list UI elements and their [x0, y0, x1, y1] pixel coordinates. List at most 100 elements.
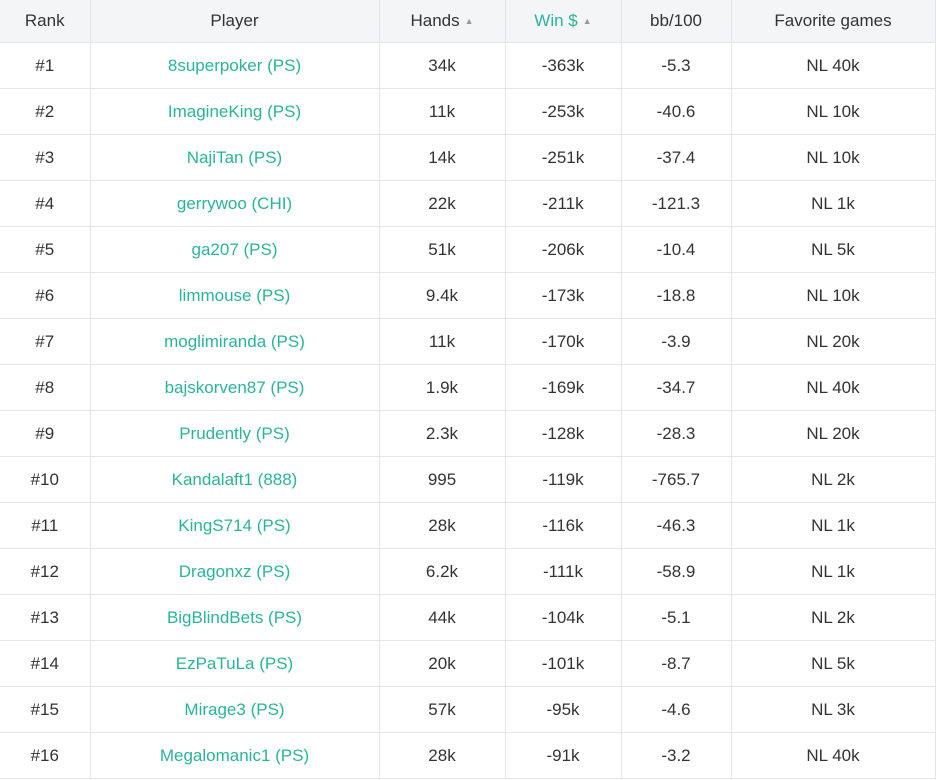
hands-cell: 11k	[379, 88, 506, 135]
table-row: #10 Kandalaft1 (888) 995 -119k -765.7 NL 2k	[0, 456, 936, 503]
win-cell: -363k	[505, 42, 622, 89]
player-link[interactable]: gerrywoo (CHI)	[90, 180, 380, 227]
column-header-rank[interactable]: Rank	[0, 0, 91, 43]
hands-cell: 20k	[379, 640, 506, 687]
player-name[interactable]: KingS714 (PS)	[178, 515, 291, 535]
player-link[interactable]: KingS714 (PS)	[90, 502, 380, 549]
player-name[interactable]: ga207 (PS)	[191, 239, 278, 259]
hands-cell: 28k	[379, 502, 506, 549]
player-link[interactable]: EzPaTuLa (PS)	[90, 640, 380, 687]
player-name[interactable]: BigBlindBets (PS)	[166, 607, 303, 627]
win-cell: -253k	[505, 88, 622, 135]
table-row: #8 bajskorven87 (PS) 1.9k -169k -34.7 NL 40k	[0, 364, 936, 411]
rank-cell: #11	[0, 502, 91, 549]
table-row: #15 Mirage3 (PS) 57k -95k -4.6 NL 3k	[0, 686, 936, 733]
hands-cell: 22k	[379, 180, 506, 227]
player-name[interactable]: bajskorven87 (PS)	[164, 377, 305, 397]
player-link[interactable]: Megalomanic1 (PS)	[90, 732, 380, 779]
player-link[interactable]: bajskorven87 (PS)	[90, 364, 380, 411]
player-name[interactable]: Megalomanic1 (PS)	[159, 745, 310, 765]
player-link[interactable]: 8superpoker (PS)	[90, 42, 380, 89]
player-link[interactable]: moglimiranda (PS)	[90, 318, 380, 365]
column-header-hands[interactable]: Hands ▲	[379, 0, 506, 43]
player-link[interactable]: Dragonxz (PS)	[90, 548, 380, 595]
player-name[interactable]: limmouse (PS)	[178, 285, 291, 305]
hands-cell: 28k	[379, 732, 506, 779]
favorite-games-cell: NL 2k	[731, 594, 936, 641]
column-header-label: Win $	[534, 11, 578, 30]
win-cell: -95k	[505, 686, 622, 733]
favorite-games-cell: NL 10k	[731, 88, 936, 135]
player-link[interactable]: BigBlindBets (PS)	[90, 594, 380, 641]
win-cell: -91k	[505, 732, 622, 779]
win-cell: -211k	[505, 180, 622, 227]
favorite-games-cell: NL 5k	[731, 640, 936, 687]
table-header: Rank Player Hands ▲ Win $ ▲ bb/100 Favorit…	[0, 0, 936, 43]
player-name[interactable]: Kandalaft1 (888)	[171, 469, 298, 489]
column-header-label: Hands	[410, 11, 460, 30]
bb100-cell: -40.6	[621, 88, 732, 135]
bb100-cell: -5.1	[621, 594, 732, 641]
hands-cell: 57k	[379, 686, 506, 733]
table-row: #6 limmouse (PS) 9.4k -173k -18.8 NL 10k	[0, 272, 936, 319]
bb100-cell: -37.4	[621, 134, 732, 181]
player-link[interactable]: Prudently (PS)	[90, 410, 380, 457]
hands-cell: 44k	[379, 594, 506, 641]
rank-cell: #9	[0, 410, 91, 457]
column-header-favorite-games[interactable]: Favorite games	[731, 0, 936, 43]
sort-up-icon[interactable]: ▲	[582, 16, 592, 26]
hands-cell: 995	[379, 456, 506, 503]
favorite-games-cell: NL 20k	[731, 410, 936, 457]
player-name[interactable]: Mirage3 (PS)	[184, 699, 285, 719]
favorite-games-cell: NL 10k	[731, 272, 936, 319]
hands-cell: 11k	[379, 318, 506, 365]
bb100-cell: -3.2	[621, 732, 732, 779]
player-name[interactable]: gerrywoo (CHI)	[176, 193, 293, 213]
player-name[interactable]: Dragonxz (PS)	[178, 561, 291, 581]
favorite-games-cell: NL 1k	[731, 502, 936, 549]
rank-cell: #3	[0, 134, 91, 181]
hands-cell: 1.9k	[379, 364, 506, 411]
win-cell: -206k	[505, 226, 622, 273]
player-name[interactable]: ImagineKing (PS)	[167, 101, 302, 121]
bb100-cell: -34.7	[621, 364, 732, 411]
bb100-cell: -3.9	[621, 318, 732, 365]
rank-cell: #6	[0, 272, 91, 319]
column-header-label: Favorite games	[774, 11, 892, 30]
rank-cell: #5	[0, 226, 91, 273]
table-row: #16 Megalomanic1 (PS) 28k -91k -3.2 NL 40k	[0, 732, 936, 779]
win-cell: -170k	[505, 318, 622, 365]
win-cell: -116k	[505, 502, 622, 549]
player-name[interactable]: 8superpoker (PS)	[167, 55, 302, 75]
rank-cell: #7	[0, 318, 91, 365]
hands-cell: 2.3k	[379, 410, 506, 457]
win-cell: -173k	[505, 272, 622, 319]
player-link[interactable]: NajiTan (PS)	[90, 134, 380, 181]
hands-cell: 51k	[379, 226, 506, 273]
table-row: #14 EzPaTuLa (PS) 20k -101k -8.7 NL 5k	[0, 640, 936, 687]
table-row: #5 ga207 (PS) 51k -206k -10.4 NL 5k	[0, 226, 936, 273]
table-row: #1 8superpoker (PS) 34k -363k -5.3 NL 40k	[0, 42, 936, 89]
player-link[interactable]: Kandalaft1 (888)	[90, 456, 380, 503]
player-name[interactable]: moglimiranda (PS)	[164, 331, 305, 351]
player-link[interactable]: Mirage3 (PS)	[90, 686, 380, 733]
column-header-win[interactable]: Win $ ▲	[505, 0, 622, 43]
table-row: #4 gerrywoo (CHI) 22k -211k -121.3 NL 1k	[0, 180, 936, 227]
column-header-bb100[interactable]: bb/100	[621, 0, 732, 43]
win-cell: -119k	[505, 456, 622, 503]
table-row: #9 Prudently (PS) 2.3k -128k -28.3 NL 20k	[0, 410, 936, 457]
win-cell: -111k	[505, 548, 622, 595]
sort-up-icon[interactable]: ▲	[464, 16, 474, 26]
bb100-cell: -121.3	[621, 180, 732, 227]
favorite-games-cell: NL 40k	[731, 42, 936, 89]
column-header-player[interactable]: Player	[90, 0, 380, 43]
favorite-games-cell: NL 3k	[731, 686, 936, 733]
player-link[interactable]: ImagineKing (PS)	[90, 88, 380, 135]
player-name[interactable]: Prudently (PS)	[179, 423, 290, 443]
player-link[interactable]: ga207 (PS)	[90, 226, 380, 273]
player-name[interactable]: EzPaTuLa (PS)	[175, 653, 294, 673]
player-link[interactable]: limmouse (PS)	[90, 272, 380, 319]
player-name[interactable]: NajiTan (PS)	[186, 147, 283, 167]
win-cell: -128k	[505, 410, 622, 457]
